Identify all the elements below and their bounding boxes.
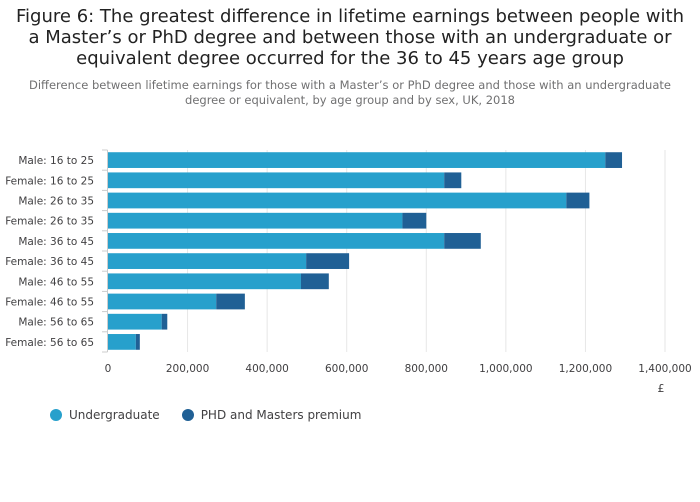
bar-undergraduate[interactable] xyxy=(108,233,445,249)
x-tick-label: 1,400,000 xyxy=(638,363,691,375)
bar-premium[interactable] xyxy=(161,313,168,330)
bar-undergraduate[interactable] xyxy=(108,192,567,209)
bar-undergraduate[interactable] xyxy=(108,334,136,350)
y-tick-label: Female: 16 to 25 xyxy=(5,175,94,187)
x-tick-label: 800,000 xyxy=(405,363,448,375)
chart-subtitle: Difference between lifetime earnings for… xyxy=(29,78,671,107)
y-tick-label: Male: 36 to 45 xyxy=(18,236,94,248)
legend-label-premium: PHD and Masters premium xyxy=(200,408,362,422)
bar-undergraduate[interactable] xyxy=(108,273,301,290)
x-tick-label: 0 xyxy=(105,363,112,375)
bar-undergraduate[interactable] xyxy=(108,313,162,330)
x-tick-label: 1,200,000 xyxy=(559,363,612,375)
bar-premium[interactable] xyxy=(300,273,329,290)
bar-undergraduate[interactable] xyxy=(108,212,403,229)
bar-premium[interactable] xyxy=(566,192,590,209)
y-tick-label: Female: 46 to 55 xyxy=(5,297,94,309)
y-tick-label: Male: 26 to 35 xyxy=(18,196,94,208)
legend-item-premium[interactable]: PHD and Masters premium xyxy=(181,408,362,422)
x-tick-label: 600,000 xyxy=(325,363,368,375)
chart-title: Figure 6: The greatest difference in lif… xyxy=(16,6,684,69)
bar-premium[interactable] xyxy=(605,152,623,168)
bar-premium[interactable] xyxy=(402,212,427,229)
y-tick-label: Male: 16 to 25 xyxy=(18,155,94,167)
bar-undergraduate[interactable] xyxy=(108,172,445,189)
x-tick-label: 400,000 xyxy=(245,363,288,375)
y-tick-label: Female: 26 to 35 xyxy=(5,216,94,228)
legend-item-undergraduate[interactable]: Undergraduate xyxy=(50,408,160,422)
bar-undergraduate[interactable] xyxy=(108,253,307,269)
bar-undergraduate[interactable] xyxy=(108,152,606,168)
x-tick-label: 1,000,000 xyxy=(479,363,532,375)
bar-premium[interactable] xyxy=(306,253,350,269)
x-axis-label: £ xyxy=(658,382,665,395)
y-tick-label: Male: 56 to 65 xyxy=(18,317,94,329)
bar-premium[interactable] xyxy=(444,172,462,189)
y-tick-label: Female: 36 to 45 xyxy=(5,256,94,268)
legend-swatch-premium xyxy=(181,409,194,421)
bar-undergraduate[interactable] xyxy=(108,293,217,310)
y-tick-label: Female: 56 to 65 xyxy=(5,337,94,349)
y-tick-label: Male: 46 to 55 xyxy=(18,276,94,288)
legend: Undergraduate PHD and Masters premium xyxy=(50,408,383,422)
bar-premium[interactable] xyxy=(444,233,481,249)
bar-premium[interactable] xyxy=(216,293,245,310)
legend-label-undergraduate: Undergraduate xyxy=(69,408,160,422)
x-tick-label: 200,000 xyxy=(166,363,209,375)
legend-swatch-undergraduate xyxy=(50,409,62,421)
bar-premium[interactable] xyxy=(135,334,140,350)
